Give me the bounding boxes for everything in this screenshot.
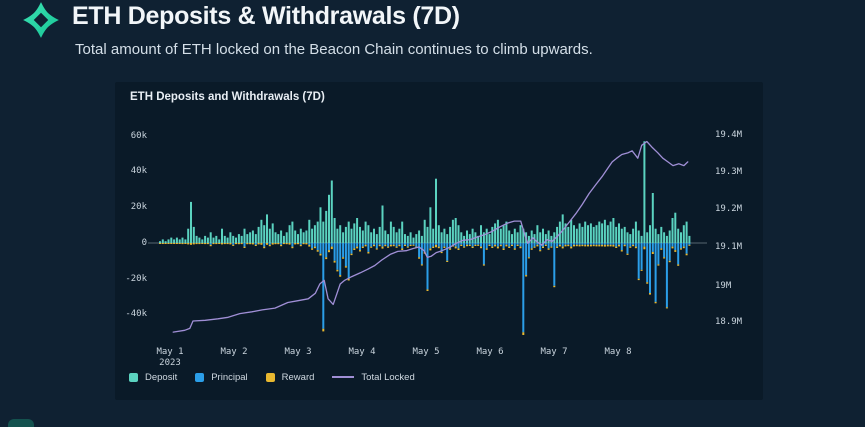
reward-swatch-icon bbox=[265, 372, 275, 382]
y-axis-left-tick: 60k bbox=[130, 131, 147, 141]
chart-legend: Deposit Principal Reward Total Locked bbox=[129, 370, 425, 384]
x-axis-tick: May 3 bbox=[284, 347, 312, 357]
y-axis-left-tick: 40k bbox=[130, 166, 147, 176]
y-axis-left-tick: -20k bbox=[125, 274, 147, 284]
principal-bars bbox=[209, 243, 691, 333]
x-axis-tick: May 2 bbox=[220, 347, 248, 357]
y-axis-left-tick: 0 bbox=[141, 238, 147, 248]
total-locked-line bbox=[172, 140, 689, 333]
page-subtitle: Total amount of ETH locked on the Beacon… bbox=[75, 41, 593, 58]
x-axis-tick: May 5 bbox=[412, 347, 440, 357]
next-section-partial-logo-icon bbox=[8, 419, 34, 427]
y-axis-right-tick: 19.4M bbox=[715, 130, 743, 140]
page-header: ETH Deposits & Withdrawals (7D) Total am… bbox=[0, 0, 865, 70]
y-axis-right-tick: 19.1M bbox=[715, 242, 743, 252]
y-axis-right-tick: 19M bbox=[715, 281, 732, 291]
chart-panel: ETH Deposits and Withdrawals (7D) 60k 40… bbox=[115, 82, 763, 400]
y-axis-left-tick: 20k bbox=[130, 202, 147, 212]
chart-plot-area[interactable] bbox=[115, 82, 763, 400]
legend-item-principal[interactable]: Principal bbox=[195, 372, 248, 383]
y-axis-left-tick: -40k bbox=[125, 309, 147, 319]
y-axis-right-tick: 18.9M bbox=[715, 317, 743, 327]
chart-title: ETH Deposits and Withdrawals (7D) bbox=[130, 91, 325, 103]
brand-sparkle-logo-icon bbox=[23, 2, 59, 38]
principal-swatch-icon bbox=[195, 372, 205, 382]
page-title: ETH Deposits & Withdrawals (7D) bbox=[72, 2, 460, 30]
y-axis-right-tick: 19.3M bbox=[715, 167, 743, 177]
legend-item-deposit[interactable]: Deposit bbox=[129, 372, 177, 383]
x-axis-tick: May 1 2023 bbox=[156, 347, 184, 368]
x-axis-tick: May 4 bbox=[348, 347, 376, 357]
y-axis-right-tick: 19.2M bbox=[715, 204, 743, 214]
deposit-swatch-icon bbox=[129, 372, 138, 382]
reward-bars bbox=[159, 243, 691, 335]
legend-item-total-locked[interactable]: Total Locked bbox=[332, 372, 415, 383]
total-locked-line-swatch-icon bbox=[332, 376, 355, 378]
x-axis-tick: May 7 bbox=[540, 347, 568, 357]
x-axis-tick: May 6 bbox=[476, 347, 504, 357]
x-axis-year: 2023 bbox=[159, 358, 181, 368]
legend-item-reward[interactable]: Reward bbox=[265, 372, 314, 383]
deposit-bars bbox=[159, 141, 691, 243]
x-axis-tick: May 8 bbox=[604, 347, 632, 357]
